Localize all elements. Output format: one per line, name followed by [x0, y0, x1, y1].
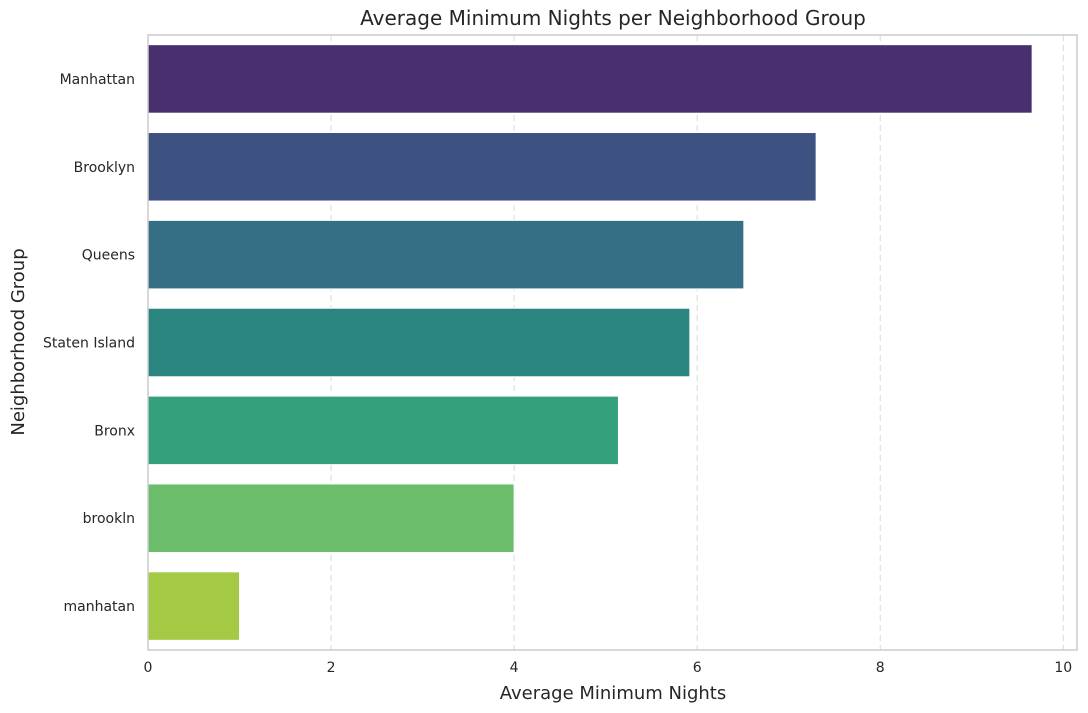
bar-staten-island	[147, 307, 691, 378]
bar-queens	[147, 219, 745, 290]
y-axis-label: Neighborhood Group	[8, 248, 29, 435]
y-tick-label-staten-island: Staten Island	[43, 336, 135, 352]
x-tick-label-6: 6	[693, 660, 702, 676]
x-tick-labels: 0 2 4 6 8 10	[144, 660, 1073, 676]
bar-brookln	[147, 483, 515, 553]
x-tick-label-0: 0	[144, 660, 153, 676]
bar-bronx	[147, 395, 619, 466]
y-tick-label-brooklyn: Brooklyn	[74, 160, 135, 176]
y-tick-label-bronx: Bronx	[94, 423, 135, 439]
chart-title: Average Minimum Nights per Neighborhood …	[360, 6, 866, 30]
bar-brooklyn	[147, 132, 817, 202]
x-axis-label: Average Minimum Nights	[500, 683, 727, 704]
y-tick-labels: Manhattan Brooklyn Queens Staten Island Bron…	[43, 72, 135, 615]
x-tick-label-4: 4	[510, 660, 519, 676]
y-tick-label-brookln: brookln	[83, 511, 135, 527]
bar-manhattan	[147, 44, 1033, 114]
x-tick-label-10: 10	[1054, 660, 1072, 676]
x-tick-label-2: 2	[327, 660, 336, 676]
x-tick-label-8: 8	[876, 660, 885, 676]
plot-frame	[147, 34, 1078, 651]
bar-layer	[147, 44, 1033, 641]
y-tick-label-manhattan: Manhattan	[60, 72, 135, 88]
bar-manhatan	[147, 571, 241, 641]
y-tick-label-queens: Queens	[82, 248, 135, 264]
y-tick-label-manhatan: manhatan	[64, 599, 135, 615]
